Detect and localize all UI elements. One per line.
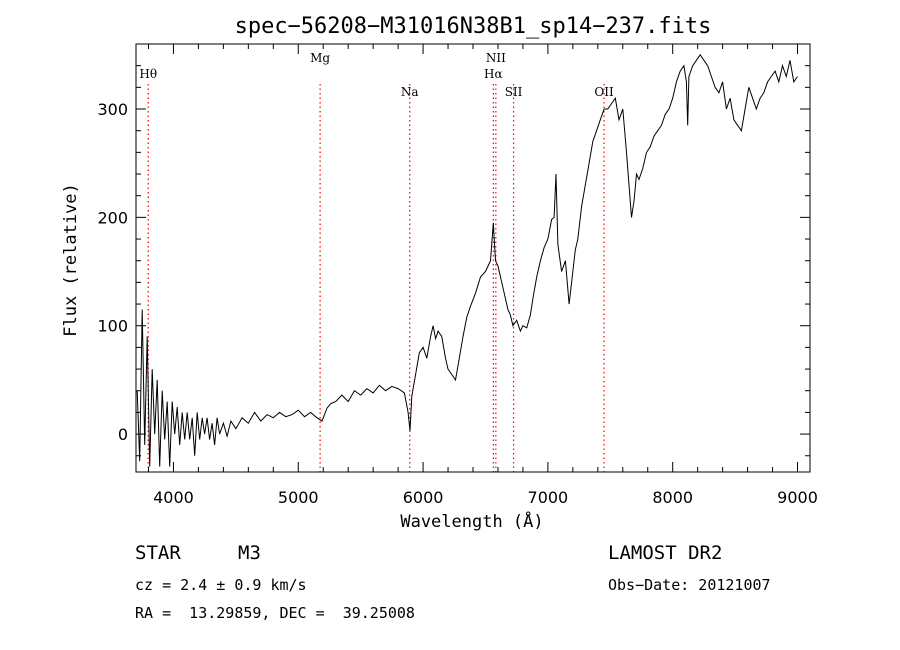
y-tick-label: 300 (97, 100, 128, 119)
x-tick-label: 5000 (278, 488, 319, 507)
survey-name: LAMOST DR2 (608, 542, 723, 564)
spectral-line-label: Hα (484, 67, 503, 81)
x-tick-label: 8000 (652, 488, 693, 507)
spectral-line-label: OII (594, 85, 614, 99)
subclass: M3 (238, 542, 261, 564)
spectral-line-label: Na (401, 85, 419, 99)
coordinates: RA = 13.29859, DEC = 39.25008 (135, 604, 415, 622)
spectral-line-label: Mg (310, 51, 330, 65)
y-axis-label: Flux (relative) (61, 183, 81, 337)
y-tick-label: 200 (97, 208, 128, 227)
plot-frame (135, 43, 811, 473)
x-tick-label: 6000 (403, 488, 444, 507)
y-tick-label: 100 (97, 317, 128, 336)
spectral-line-label: NII (486, 51, 506, 65)
x-tick-label: 7000 (528, 488, 569, 507)
spectral-line-label: Hθ (139, 67, 157, 81)
obs-date: Obs−Date: 20121007 (608, 576, 771, 594)
spectral-line-label: SII (505, 85, 523, 99)
chart-title: spec−56208−M31016N38B1_sp14−237.fits (235, 14, 712, 39)
y-tick-label: 0 (118, 425, 128, 444)
object-type: STAR (135, 542, 181, 564)
spectrum-line (136, 53, 798, 467)
x-axis-label: Wavelength (Å) (400, 510, 543, 532)
x-tick-label: 4000 (153, 488, 194, 507)
x-tick-label: 9000 (777, 488, 818, 507)
cz-value: cz = 2.4 ± 0.9 km/s (135, 576, 307, 594)
